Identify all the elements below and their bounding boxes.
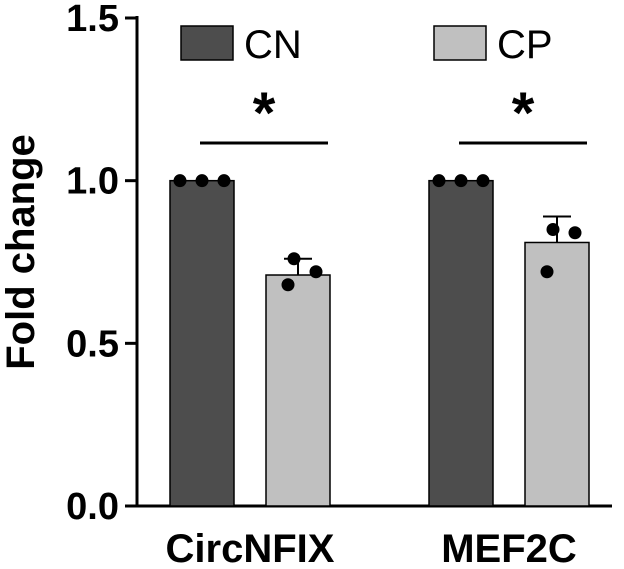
- bar: [428, 179, 494, 507]
- y-tick-label: 1.0: [66, 161, 119, 203]
- data-point: [546, 222, 560, 236]
- data-point: [173, 174, 187, 188]
- data-point: [217, 174, 231, 188]
- bar: [169, 179, 235, 507]
- data-point: [568, 226, 582, 240]
- plot-area: 0.0 0.5 1.0 1.5 CircNFIX MEF2C * * CN CP: [66, 0, 612, 569]
- data-point: [309, 265, 323, 279]
- significance-asterisk: *: [512, 81, 535, 146]
- data-point: [454, 174, 468, 188]
- data-point: [281, 278, 295, 292]
- data-point: [432, 174, 446, 188]
- y-axis-title: Fold change: [0, 134, 43, 370]
- legend-swatch: [180, 25, 234, 61]
- legend-swatch: [433, 25, 487, 61]
- bar: [265, 274, 331, 507]
- x-category-label: CircNFIX: [166, 527, 335, 569]
- legend-label: CP: [497, 23, 553, 67]
- y-tick-label: 0.0: [66, 486, 119, 528]
- data-point: [476, 174, 490, 188]
- bar: [524, 241, 590, 507]
- y-tick-label: 1.5: [66, 0, 119, 40]
- data-point: [195, 174, 209, 188]
- data-point: [287, 252, 301, 266]
- data-point: [540, 265, 554, 279]
- legend-label: CN: [244, 23, 302, 67]
- y-tick-label: 0.5: [66, 323, 119, 365]
- x-category-label: MEF2C: [441, 527, 577, 569]
- significance-asterisk: *: [253, 81, 276, 146]
